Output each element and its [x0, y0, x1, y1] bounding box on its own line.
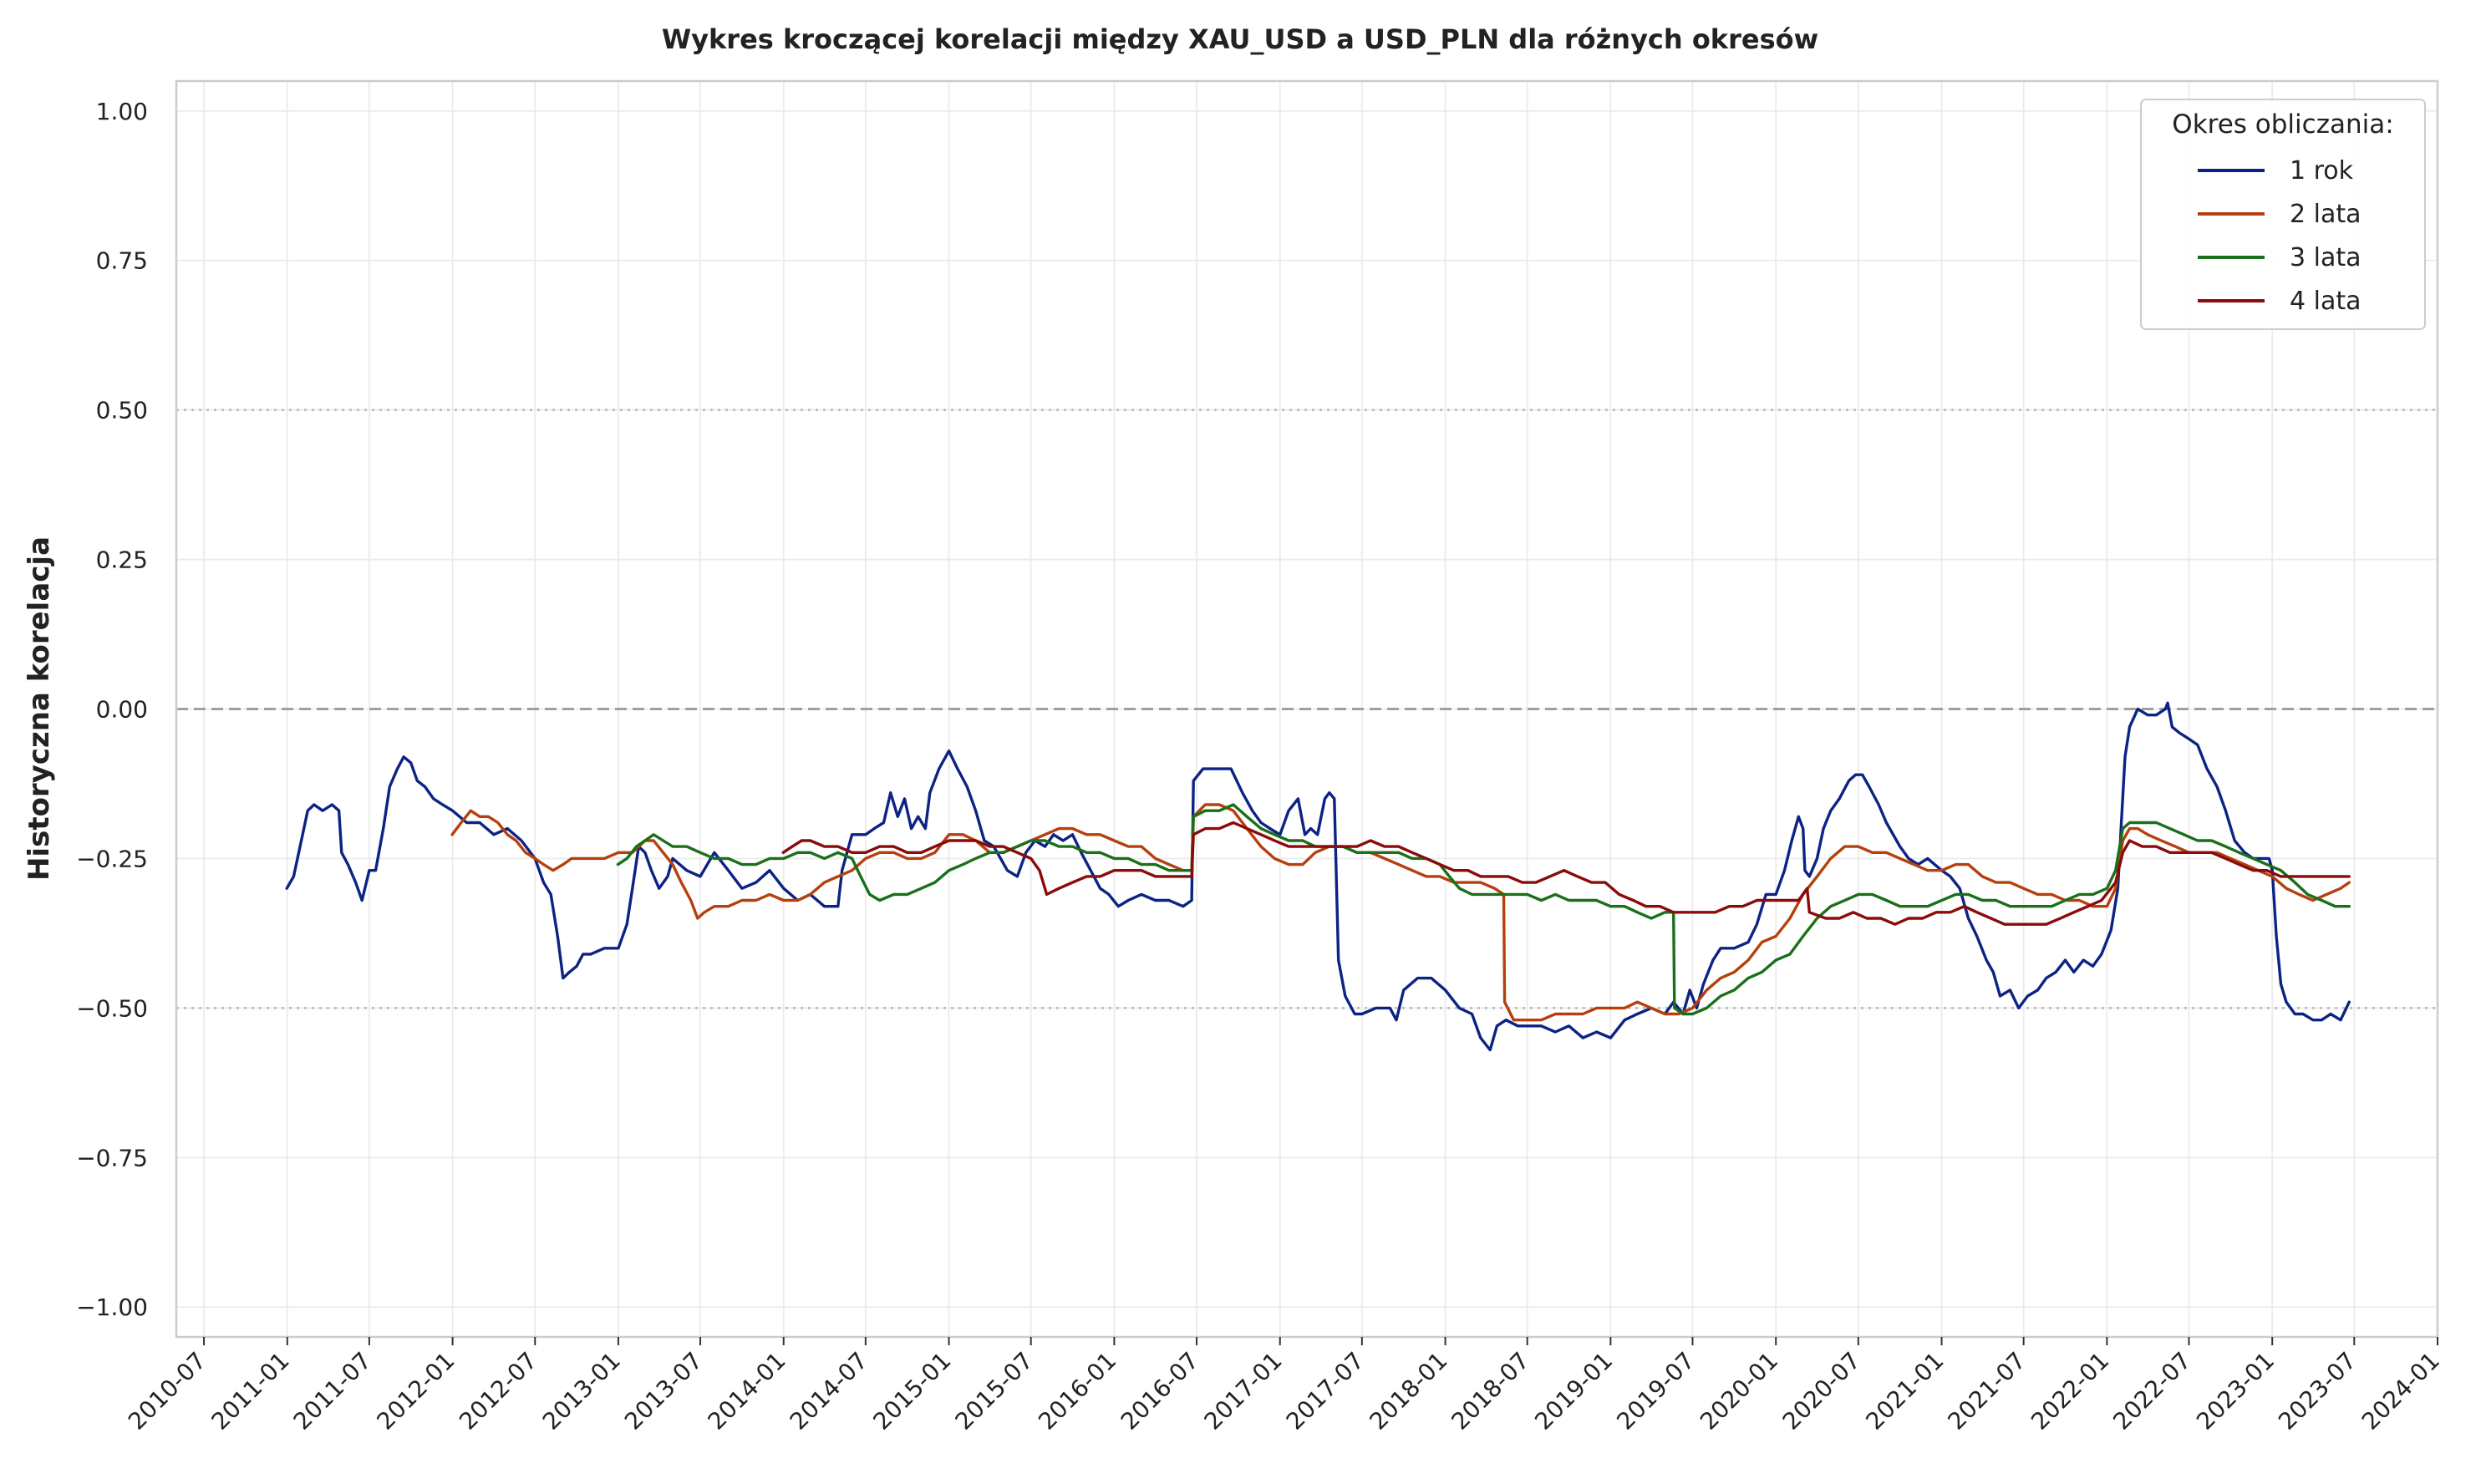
- legend-label: 1 rok: [2290, 156, 2354, 186]
- x-tick-label: 2012-07: [454, 1347, 542, 1436]
- x-tick-label: 2013-07: [619, 1347, 708, 1436]
- x-tick-label: 2017-07: [1281, 1347, 1370, 1436]
- x-axis-ticks: 2010-072011-012011-072012-012012-072013-…: [123, 1337, 2445, 1436]
- x-tick-label: 2016-01: [1033, 1347, 1121, 1436]
- y-tick-label: 0.25: [96, 546, 148, 574]
- series-line-1: [285, 701, 2351, 1052]
- x-tick-label: 2010-07: [123, 1347, 211, 1436]
- x-tick-label: 2020-01: [1695, 1347, 1783, 1436]
- x-tick-label: 2018-07: [1446, 1347, 1535, 1436]
- legend-items: 1 rok 2 lata 3 lata 4 lata: [2198, 156, 2362, 316]
- x-tick-label: 2018-01: [1364, 1347, 1452, 1436]
- y-tick-label: 0.00: [96, 696, 148, 724]
- series-line-2: [450, 803, 2351, 1022]
- legend-title: Okres obliczania:: [2172, 109, 2393, 140]
- y-axis-label: Historyczna korelacja: [23, 536, 56, 881]
- series-lines: [285, 701, 2351, 1052]
- x-tick-label: 2019-01: [1529, 1347, 1618, 1436]
- x-tick-label: 2021-01: [1860, 1347, 1949, 1436]
- x-tick-label: 2015-01: [867, 1347, 956, 1436]
- x-tick-label: 2011-01: [206, 1347, 295, 1436]
- x-tick-label: 2023-07: [2273, 1347, 2362, 1436]
- chart-title: Wykres kroczącej korelacji między XAU_US…: [662, 23, 1818, 55]
- legend-label: 2 lata: [2290, 200, 2362, 229]
- series-line-3: [616, 803, 2351, 1016]
- x-tick-label: 2021-07: [1943, 1347, 2031, 1436]
- y-tick-label: −0.50: [76, 994, 148, 1022]
- x-tick-label: 2023-01: [2191, 1347, 2280, 1436]
- legend-label: 3 lata: [2290, 243, 2362, 272]
- y-tick-label: 0.50: [96, 397, 148, 424]
- y-tick-label: 1.00: [96, 98, 148, 125]
- x-tick-label: 2024-01: [2356, 1347, 2445, 1436]
- plot-frame: [175, 79, 2439, 1339]
- x-tick-label: 2016-07: [1116, 1347, 1204, 1436]
- x-tick-label: 2017-01: [1199, 1347, 1288, 1436]
- x-tick-label: 2013-01: [537, 1347, 626, 1436]
- y-axis-ticks: 1.00 0.75 0.50 0.25 0.00 −0.25 −0.50 −0.75 −1.00: [76, 98, 148, 1321]
- x-tick-label: 2020-07: [1777, 1347, 1866, 1436]
- y-tick-label: 0.75: [96, 247, 148, 275]
- x-tick-label: 2019-07: [1611, 1347, 1700, 1436]
- x-tick-label: 2022-01: [2026, 1347, 2114, 1436]
- y-tick-label: −0.25: [76, 845, 148, 872]
- x-tick-label: 2011-07: [288, 1347, 377, 1436]
- x-tick-label: 2012-01: [371, 1347, 460, 1436]
- x-tick-label: 2014-07: [785, 1347, 873, 1436]
- reference-lines: [176, 409, 2438, 1009]
- y-tick-label: −1.00: [76, 1293, 148, 1321]
- x-tick-label: 2014-01: [703, 1347, 791, 1436]
- legend-label: 4 lata: [2290, 287, 2362, 316]
- y-tick-label: −0.75: [76, 1144, 148, 1171]
- series-line-4: [781, 821, 2351, 926]
- x-tick-label: 2015-07: [950, 1347, 1039, 1436]
- legend-box: [2140, 99, 2426, 330]
- legend: Okres obliczania: 1 rok 2 lata 3 lata 4 lat…: [2140, 99, 2426, 330]
- x-tick-label: 2022-07: [2107, 1347, 2196, 1436]
